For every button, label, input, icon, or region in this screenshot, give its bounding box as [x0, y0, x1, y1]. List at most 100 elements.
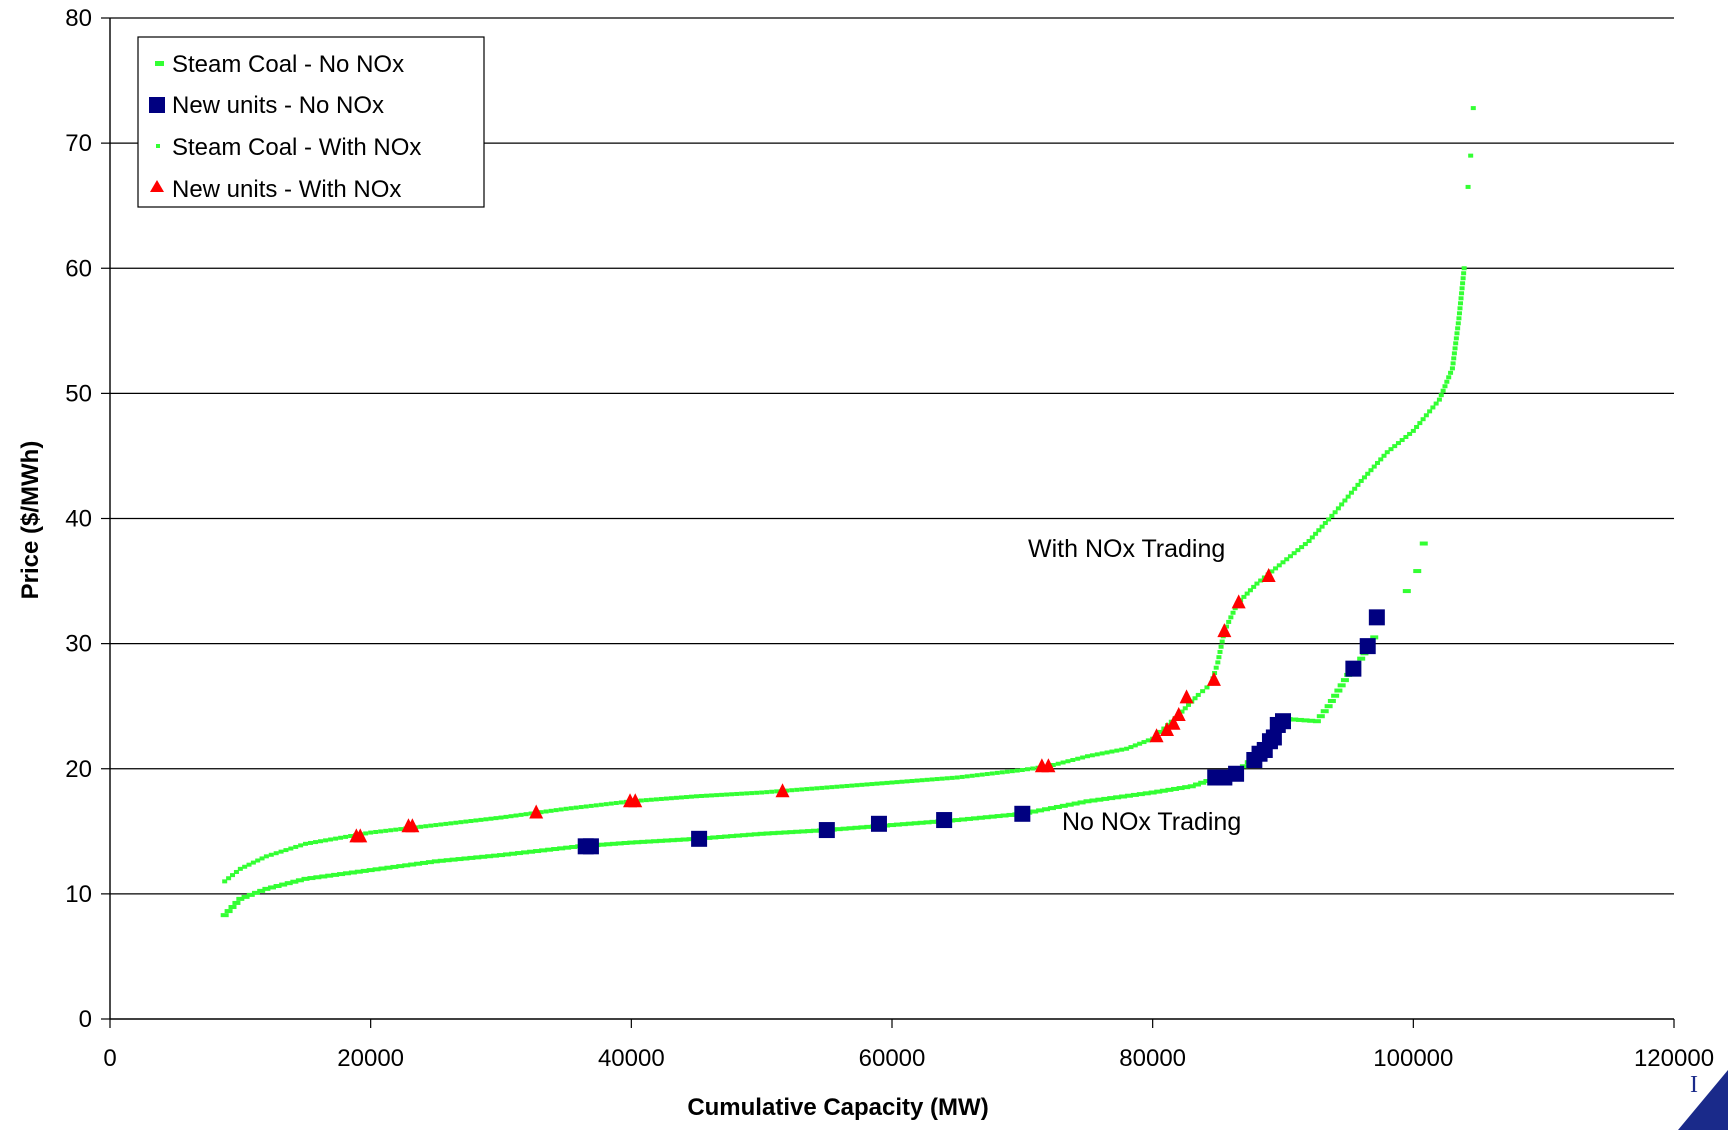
data-point	[503, 852, 512, 857]
data-point	[1085, 754, 1090, 759]
data-point	[924, 777, 930, 782]
data-point	[1080, 755, 1086, 760]
data-point	[994, 814, 1003, 819]
data-point	[1451, 351, 1457, 356]
data-point	[1284, 557, 1290, 562]
data-point	[846, 826, 855, 831]
data-point	[267, 885, 276, 890]
data-point	[1132, 743, 1138, 748]
data-point	[1313, 531, 1319, 536]
data-point	[1025, 767, 1031, 772]
data-point	[232, 900, 241, 905]
data-point	[1060, 760, 1066, 765]
data-point	[273, 884, 282, 889]
data-point	[1157, 729, 1163, 734]
data-point	[639, 839, 648, 844]
data-point	[558, 807, 564, 812]
data-point	[1042, 807, 1051, 812]
data-point	[1077, 800, 1086, 805]
data-point	[342, 871, 351, 876]
data-point	[313, 875, 322, 880]
data-point	[1159, 788, 1168, 793]
data-point	[1342, 498, 1348, 503]
data-point	[1460, 276, 1466, 281]
data-point	[588, 803, 594, 808]
data-point	[699, 793, 705, 798]
data-point	[418, 824, 424, 829]
data-point	[1454, 331, 1460, 336]
data-point	[1228, 615, 1234, 620]
data-point	[1165, 787, 1174, 792]
data-point	[905, 821, 914, 826]
data-point	[257, 888, 266, 893]
x-tick-label: 0	[103, 1045, 116, 1072]
data-point	[884, 780, 890, 785]
data-point	[528, 811, 534, 816]
data-point	[757, 831, 766, 836]
data-point	[478, 817, 484, 822]
data-point	[228, 905, 237, 910]
data-point	[643, 798, 649, 803]
data-point	[563, 806, 569, 811]
data-point	[1465, 184, 1471, 189]
data-point	[443, 858, 452, 863]
data-point	[1179, 709, 1185, 714]
data-point	[1213, 665, 1219, 670]
data-point	[633, 840, 642, 845]
data-point	[383, 828, 389, 833]
data-point	[279, 882, 288, 887]
data-point	[479, 854, 488, 859]
data-point	[1124, 746, 1130, 751]
data-point	[437, 858, 446, 863]
x-axis-title: Cumulative Capacity (MW)	[687, 1094, 988, 1121]
data-point	[1334, 688, 1343, 693]
data-point	[804, 787, 810, 792]
data-point	[241, 894, 250, 899]
data-point	[1219, 639, 1225, 644]
data-point	[1320, 709, 1329, 714]
data-point	[1251, 584, 1257, 589]
data-point	[889, 780, 895, 785]
data-point	[859, 782, 865, 787]
data-point	[1269, 569, 1275, 574]
data-point	[787, 830, 796, 835]
data-point	[1442, 384, 1448, 389]
data-point	[290, 879, 299, 884]
y-tick-label: 60	[65, 255, 92, 282]
legend-marker-dash	[155, 61, 164, 66]
data-point	[1217, 623, 1232, 638]
data-point	[1468, 153, 1474, 158]
data-point	[428, 823, 434, 828]
data-point	[348, 834, 354, 839]
data-point	[527, 849, 536, 854]
data-point	[869, 782, 875, 787]
data-point	[1104, 750, 1110, 755]
data-point	[388, 828, 394, 833]
legend-item-steam-with-nox: Steam Coal - With NOx	[156, 134, 421, 161]
data-point	[1438, 393, 1444, 398]
data-point	[1287, 554, 1293, 559]
y-tick-label: 80	[65, 5, 92, 32]
data-point	[784, 788, 790, 793]
data-point	[1324, 704, 1333, 709]
data-point	[734, 791, 740, 796]
data-point	[722, 834, 731, 839]
data-point	[1217, 649, 1223, 654]
data-point	[939, 776, 945, 781]
data-point	[1331, 693, 1340, 698]
data-point	[1456, 311, 1462, 316]
data-point	[1241, 594, 1247, 599]
legend: Steam Coal - No NOx New units - No NOx S…	[137, 36, 485, 208]
data-point	[1171, 706, 1186, 721]
legend-marker-square	[149, 97, 165, 113]
data-point	[1065, 802, 1074, 807]
data-point	[513, 813, 519, 818]
data-point	[683, 795, 689, 800]
data-point	[354, 869, 363, 874]
data-point	[438, 822, 444, 827]
data-point	[1231, 594, 1246, 609]
data-point	[1216, 655, 1222, 660]
data-point	[1413, 569, 1422, 574]
data-point	[1295, 717, 1304, 722]
